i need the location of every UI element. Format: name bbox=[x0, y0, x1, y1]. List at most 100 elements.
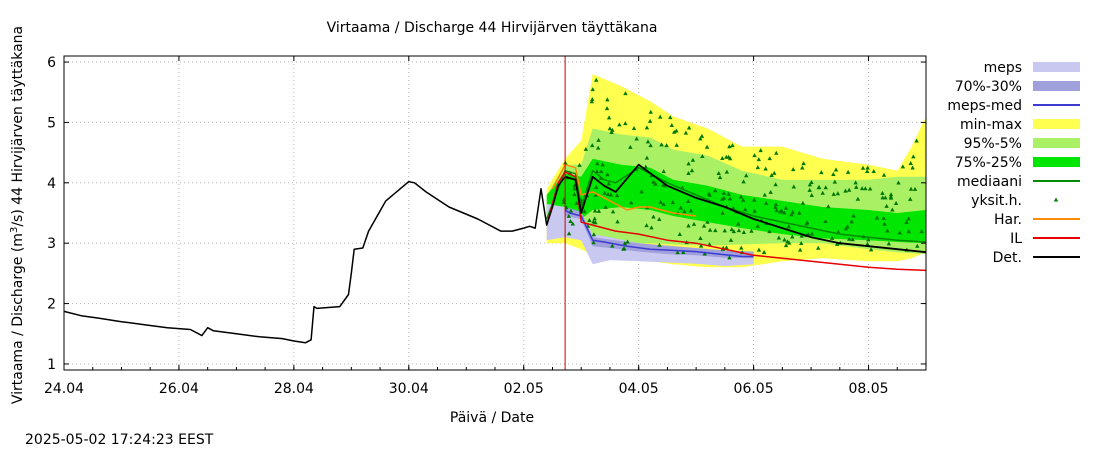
member-marker bbox=[727, 196, 733, 201]
member-marker bbox=[739, 245, 744, 250]
member-marker bbox=[727, 156, 733, 161]
member-marker bbox=[762, 192, 767, 197]
member-marker bbox=[713, 228, 718, 233]
member-marker bbox=[908, 186, 914, 191]
member-marker bbox=[685, 199, 691, 204]
member-marker bbox=[591, 240, 596, 245]
member-marker bbox=[682, 209, 687, 214]
member-marker bbox=[727, 255, 732, 260]
member-marker bbox=[603, 204, 608, 209]
member-marker bbox=[717, 175, 723, 180]
member-marker bbox=[826, 204, 831, 209]
member-marker bbox=[686, 223, 691, 228]
member-marker bbox=[644, 155, 650, 160]
member-marker bbox=[664, 143, 669, 148]
member-marker bbox=[615, 219, 620, 224]
legend-label-p7030: 70%-30% bbox=[955, 79, 1022, 95]
x-tick-label: 02.05 bbox=[504, 381, 544, 397]
member-marker bbox=[914, 138, 919, 143]
member-marker bbox=[622, 246, 627, 251]
member-marker bbox=[908, 196, 913, 201]
member-marker bbox=[871, 168, 876, 173]
member-marker bbox=[629, 200, 634, 205]
member-marker bbox=[700, 153, 705, 158]
member-marker bbox=[904, 219, 909, 224]
member-marker bbox=[774, 208, 779, 213]
member-marker bbox=[592, 216, 597, 221]
legend-label-minmax: min-max bbox=[960, 117, 1022, 133]
member-marker bbox=[911, 154, 916, 159]
series-det bbox=[564, 163, 927, 254]
member-marker bbox=[884, 203, 889, 208]
member-marker bbox=[574, 201, 579, 206]
member-marker bbox=[853, 180, 858, 185]
member-marker bbox=[686, 125, 692, 130]
member-marker bbox=[719, 196, 725, 201]
member-marker bbox=[809, 193, 814, 198]
member-marker bbox=[657, 217, 662, 222]
member-marker bbox=[724, 245, 729, 250]
member-marker bbox=[628, 144, 633, 149]
member-marker bbox=[773, 182, 778, 187]
member-marker bbox=[590, 143, 595, 148]
series-mediaani bbox=[545, 166, 927, 243]
x-tick-label: 08.05 bbox=[848, 381, 888, 397]
member-marker bbox=[764, 200, 769, 205]
y-tick-label: 4 bbox=[47, 176, 56, 192]
member-marker bbox=[790, 167, 796, 172]
y-axis-label-tail: /s) 44 Hirvijärven täyttäkana bbox=[10, 26, 26, 227]
member-marker bbox=[769, 172, 774, 177]
member-marker bbox=[668, 115, 673, 120]
legend: meps 70%-30% meps-med min-max 95%-5% 75%-25% m… bbox=[947, 60, 1080, 266]
member-marker bbox=[843, 188, 848, 193]
member-marker bbox=[740, 197, 746, 202]
member-marker bbox=[572, 186, 577, 191]
member-marker bbox=[836, 229, 841, 234]
member-marker bbox=[831, 191, 836, 196]
member-marker bbox=[809, 179, 814, 184]
member-marker bbox=[566, 213, 572, 218]
member-marker bbox=[744, 173, 749, 178]
member-marker bbox=[867, 186, 873, 191]
member-marker bbox=[716, 171, 721, 176]
member-marker bbox=[595, 161, 600, 166]
member-marker bbox=[702, 251, 707, 256]
member-marker bbox=[589, 99, 595, 104]
legend-swatch-meps bbox=[1033, 62, 1080, 72]
member-marker bbox=[886, 241, 892, 246]
member-marker bbox=[881, 215, 886, 220]
member-marker bbox=[816, 185, 821, 190]
member-marker bbox=[847, 236, 852, 241]
member-marker bbox=[605, 191, 611, 196]
member-marker bbox=[859, 186, 865, 191]
member-marker bbox=[610, 209, 616, 214]
member-marker bbox=[623, 121, 628, 126]
member-marker bbox=[888, 192, 894, 197]
member-marker bbox=[790, 209, 795, 214]
member-marker bbox=[721, 190, 727, 195]
member-marker bbox=[900, 164, 906, 169]
member-marker bbox=[568, 208, 574, 213]
member-marker bbox=[670, 200, 675, 205]
member-marker bbox=[594, 77, 599, 82]
legend-swatch-p7525 bbox=[1033, 157, 1080, 167]
member-marker bbox=[906, 229, 912, 234]
member-marker bbox=[854, 184, 859, 189]
series-observed bbox=[63, 176, 566, 344]
member-marker bbox=[799, 241, 804, 246]
member-marker bbox=[600, 162, 605, 167]
legend-label-il: IL bbox=[1010, 231, 1022, 247]
member-marker bbox=[623, 91, 628, 96]
member-marker bbox=[587, 218, 592, 223]
member-marker bbox=[644, 125, 650, 130]
member-marker bbox=[851, 213, 856, 218]
member-marker bbox=[690, 157, 696, 162]
member-marker bbox=[819, 170, 824, 175]
member-marker bbox=[607, 126, 613, 131]
member-marker bbox=[797, 247, 803, 252]
member-marker bbox=[592, 208, 598, 213]
legend-label-meps_med: meps-med bbox=[947, 98, 1022, 114]
member-marker bbox=[773, 202, 779, 207]
member-marker bbox=[707, 192, 712, 197]
legend-label-p7525: 75%-25% bbox=[955, 155, 1022, 171]
